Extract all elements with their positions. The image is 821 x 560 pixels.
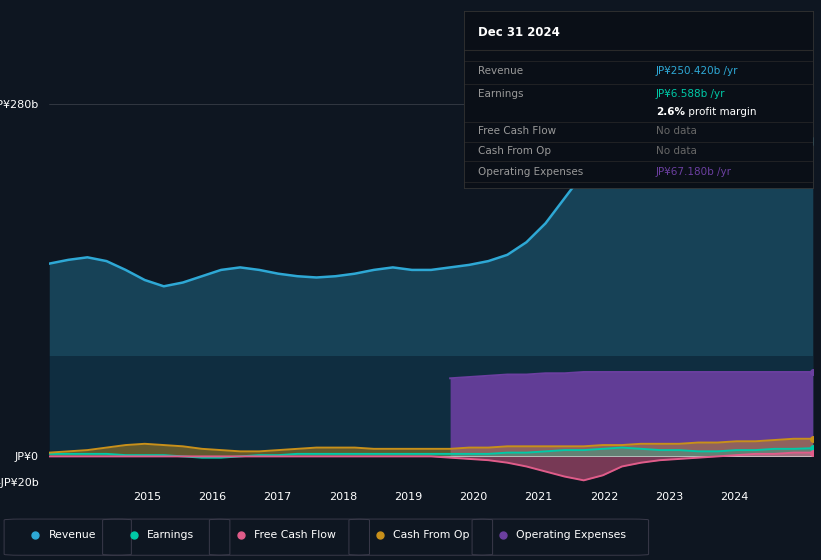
Text: 2.6%: 2.6%	[656, 107, 685, 116]
Text: Revenue: Revenue	[48, 530, 96, 540]
Text: Revenue: Revenue	[478, 66, 523, 76]
Text: Cash From Op: Cash From Op	[478, 146, 551, 156]
Text: Free Cash Flow: Free Cash Flow	[478, 126, 556, 136]
Text: JP¥67.180b /yr: JP¥67.180b /yr	[656, 167, 732, 177]
Text: profit margin: profit margin	[686, 107, 757, 116]
Text: Operating Expenses: Operating Expenses	[516, 530, 626, 540]
Text: Dec 31 2024: Dec 31 2024	[478, 26, 560, 39]
Text: Earnings: Earnings	[478, 89, 523, 99]
Text: Operating Expenses: Operating Expenses	[478, 167, 583, 177]
Text: Free Cash Flow: Free Cash Flow	[254, 530, 336, 540]
Text: JP¥6.588b /yr: JP¥6.588b /yr	[656, 89, 725, 99]
Text: Cash From Op: Cash From Op	[393, 530, 470, 540]
Text: No data: No data	[656, 126, 697, 136]
Text: No data: No data	[656, 146, 697, 156]
Text: Earnings: Earnings	[147, 530, 194, 540]
Text: JP¥250.420b /yr: JP¥250.420b /yr	[656, 66, 738, 76]
